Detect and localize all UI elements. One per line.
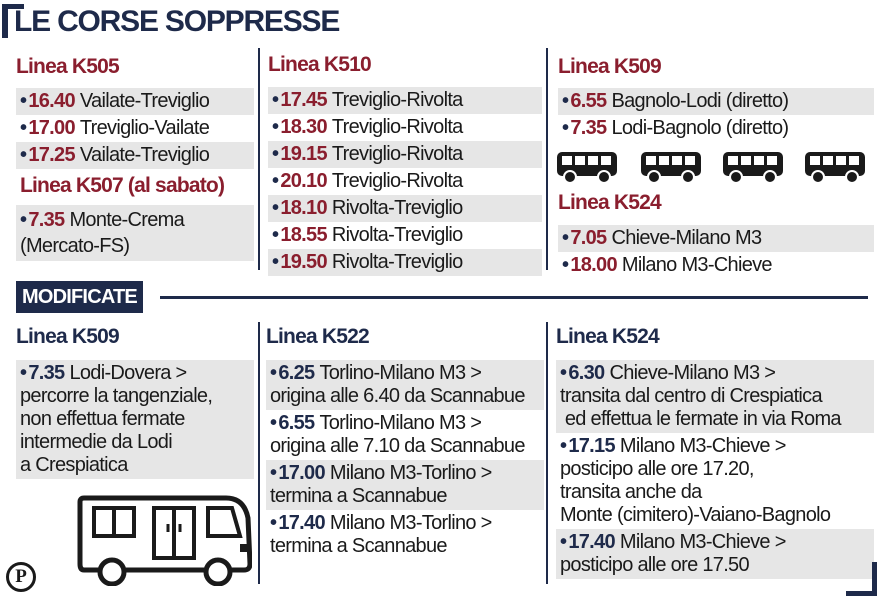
line-title: Linea K510 <box>268 53 372 76</box>
line-title: Linea K522 <box>266 325 370 348</box>
line-title: Linea K505 <box>16 55 120 78</box>
section-k510: Linea K510 • 17.45 Treviglio-Rivolta • 18.3… <box>268 50 542 276</box>
list-item: • 18.10 Rivolta-Treviglio <box>268 195 542 222</box>
column-divider <box>546 48 548 270</box>
list-item: • 17.15 Milano M3-Chieve > posticipo alle … <box>560 435 831 526</box>
section-k509: Linea K509 • 6.55 Bagnolo-Lodi (diretto) •… <box>558 52 874 142</box>
bus-icon <box>723 152 783 184</box>
list-item: • 17.25 Vailate-Treviglio <box>16 142 254 169</box>
list-item: • 7.05 Chieve-Milano M3 <box>558 225 874 252</box>
corner-mark-bottom-right <box>872 562 877 596</box>
list-item: • 18.00 Milano M3-Chieve <box>562 254 773 276</box>
list-item: • 6.55 Torlino-Milano M3 > origina alle 7.… <box>270 412 525 457</box>
list-item: • 6.55 Bagnolo-Lodi (diretto) <box>558 88 874 115</box>
section-label-modificate: MODIFICATE <box>16 281 143 313</box>
page-title: LE CORSE SOPPRESSE <box>14 5 340 38</box>
column-divider <box>258 48 260 270</box>
bus-icons-row <box>556 150 876 186</box>
section-rule <box>160 296 868 299</box>
line-title: Linea K524 <box>558 191 662 214</box>
section-mod-k509: Linea K509 • 7.35 Lodi-Dovera > percorre l… <box>16 322 254 479</box>
list-item: • 20.10 Treviglio-Rivolta <box>272 170 463 192</box>
line-title: Linea K524 <box>556 325 660 348</box>
list-item: • 7.35 Lodi-Dovera > percorre la tangenzia… <box>16 360 254 479</box>
list-item: • 19.15 Treviglio-Rivolta <box>268 141 542 168</box>
list-item: • 17.00 Milano M3-Torlino > termina a Scan… <box>266 460 544 510</box>
list-item: • 19.50 Rivolta-Treviglio <box>268 249 542 276</box>
bus-icon <box>557 152 617 184</box>
line-title: Linea K509 <box>16 325 120 348</box>
section-mod-k524: Linea K524 • 6.30 Chieve-Milano M3 > trans… <box>556 322 874 579</box>
corner-mark-top-left <box>2 4 8 38</box>
list-item: • 7.35 Lodi-Bagnolo (diretto) <box>562 117 789 139</box>
bus-icon <box>641 152 701 184</box>
logo-icon: P <box>6 562 36 592</box>
list-item: • 6.25 Torlino-Milano M3 > origina alle 6.… <box>266 360 544 410</box>
list-item: • 17.40 Milano M3-Torlino > termina a Scan… <box>270 512 492 557</box>
list-item: • 17.40 Milano M3-Chieve > posticipo alle … <box>556 529 874 579</box>
list-item: • 16.40 Vailate-Treviglio <box>16 88 254 115</box>
column-divider <box>546 322 548 584</box>
column-divider <box>258 322 260 584</box>
section-k505: Linea K505 • 16.40 Vailate-Treviglio • 17.0… <box>16 52 254 261</box>
bus-icon <box>805 152 865 184</box>
list-item: • 6.30 Chieve-Milano M3 > transita dal cen… <box>556 360 874 433</box>
list-item: • 18.55 Rivolta-Treviglio <box>272 224 463 246</box>
bus-icon <box>77 495 252 586</box>
list-item: • 18.30 Treviglio-Rivolta <box>272 116 463 138</box>
corner-mark-bottom-right-h <box>846 591 877 596</box>
list-item: • 17.45 Treviglio-Rivolta <box>268 87 542 114</box>
corner-mark-top-left-h <box>2 4 24 9</box>
list-item: • 7.35 Monte-Crema (Mercato-FS) <box>16 205 254 261</box>
section-k524: Linea K524 • 7.05 Chieve-Milano M3 • 18.00 M… <box>558 188 874 279</box>
section-mod-k522: Linea K522 • 6.25 Torlino-Milano M3 > orig… <box>266 322 544 560</box>
line-title: Linea K509 <box>558 55 662 78</box>
line-title: Linea K507 (al sabato) <box>20 174 225 197</box>
list-item: • 17.00 Treviglio-Vailate <box>20 117 210 139</box>
